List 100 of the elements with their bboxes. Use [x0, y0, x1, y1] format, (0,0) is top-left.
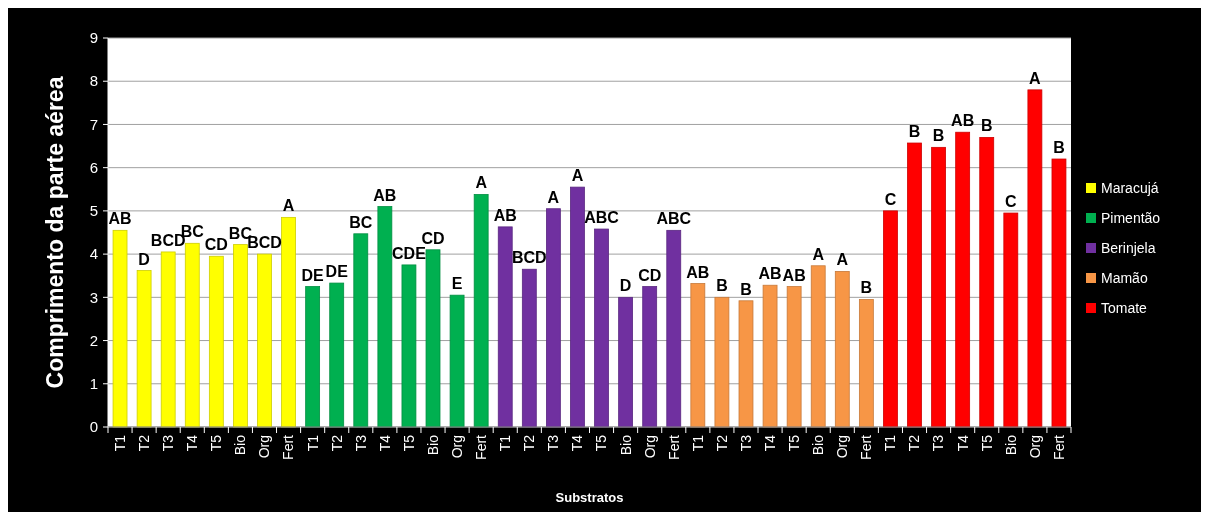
bar	[834, 271, 850, 428]
x-tick-label: T4	[761, 434, 778, 452]
data-label: CD	[421, 229, 445, 247]
bar	[377, 206, 393, 428]
y-axis-title: Comprimento da parte aérea	[42, 76, 68, 389]
data-label: B	[716, 277, 728, 295]
x-tick-label: T3	[545, 434, 562, 452]
y-tick-label: 4	[89, 245, 98, 263]
bar	[618, 296, 633, 428]
data-label: AB	[493, 206, 517, 224]
x-tick-label: Org	[1026, 435, 1043, 459]
x-tick-label: T5	[786, 434, 803, 452]
x-tick-label: T4	[569, 434, 586, 452]
bar	[425, 249, 441, 428]
bar	[497, 226, 513, 428]
x-tick-label: T4	[184, 434, 201, 452]
bar	[931, 146, 946, 428]
bar	[353, 233, 369, 428]
data-label: AB	[373, 186, 397, 204]
data-label: B	[980, 117, 993, 135]
bar	[762, 284, 778, 428]
bar	[401, 264, 417, 428]
x-tick-label: T1	[111, 434, 128, 452]
data-label: C	[884, 190, 897, 208]
bar	[184, 242, 200, 428]
x-tick-label: Bio	[617, 434, 634, 456]
data-label: DE	[325, 263, 349, 281]
y-tick-label: 2	[89, 331, 98, 349]
bar	[233, 244, 248, 428]
bar	[521, 268, 537, 428]
x-tick-label: T2	[906, 434, 923, 452]
data-label: CD	[204, 236, 228, 254]
data-label: B	[740, 280, 752, 298]
data-label: B	[932, 127, 945, 145]
x-tick-label: T1	[882, 434, 899, 452]
x-tick-label: Fert	[280, 434, 297, 460]
data-label: CDE	[392, 244, 427, 262]
bar	[449, 294, 465, 428]
data-label: CD	[638, 266, 662, 284]
data-label: BC	[349, 213, 373, 231]
x-tick-label: Bio	[232, 434, 249, 456]
x-tick-label: Fert	[858, 434, 875, 460]
x-tick-label: Bio	[810, 434, 827, 456]
bar	[1027, 89, 1043, 428]
legend-label: Tomate	[1101, 299, 1148, 316]
x-axis-title: Substratos	[555, 490, 624, 505]
bar	[810, 265, 826, 428]
x-tick-label: T2	[328, 434, 345, 452]
x-tick-label: T4	[376, 434, 393, 452]
x-tick-label: T2	[521, 434, 538, 452]
data-label: A	[812, 245, 825, 263]
y-tick-label: 3	[89, 288, 98, 306]
y-tick-label: 5	[89, 202, 98, 220]
data-label: A	[1029, 69, 1042, 87]
bar	[473, 194, 489, 428]
x-tick-label: Fert	[473, 434, 490, 460]
x-tick-label: Fert	[1050, 434, 1067, 460]
x-tick-label: Org	[834, 435, 851, 459]
data-label: AB	[782, 266, 806, 284]
legend-label: Mamão	[1101, 269, 1148, 286]
data-label: DE	[301, 266, 325, 284]
bar	[546, 208, 561, 428]
data-label: AB	[108, 210, 132, 228]
data-label: A	[571, 167, 584, 185]
data-label: C	[1005, 193, 1018, 211]
x-tick-label: T2	[713, 434, 730, 452]
y-tick-label: 0	[89, 418, 98, 436]
y-tick-label: 6	[89, 158, 98, 176]
bar	[955, 131, 971, 428]
data-label: A	[836, 251, 849, 269]
x-tick-label: T5	[593, 434, 610, 452]
data-label: ABC	[656, 210, 692, 228]
data-label: AB	[686, 263, 710, 281]
bar	[642, 286, 658, 428]
x-tick-label: T3	[737, 434, 754, 452]
x-tick-label: T1	[304, 434, 321, 452]
bar	[160, 251, 176, 428]
x-tick-label: Org	[448, 435, 465, 459]
bar	[594, 228, 609, 428]
bar	[979, 137, 995, 428]
data-label: B	[908, 123, 921, 141]
x-tick-label: T3	[930, 434, 947, 452]
data-label: A	[475, 174, 488, 192]
x-tick-label: T5	[208, 434, 225, 452]
data-label: A	[547, 188, 560, 206]
data-label: B	[860, 279, 873, 297]
bar	[112, 229, 128, 428]
y-tick-label: 7	[89, 115, 98, 133]
bar	[329, 282, 345, 428]
x-tick-label: Fert	[665, 434, 682, 460]
bar	[1003, 212, 1019, 428]
y-tick-label: 1	[89, 375, 98, 393]
bar	[738, 300, 754, 428]
bar	[257, 253, 272, 428]
x-tick-label: T1	[497, 434, 514, 452]
bar	[208, 255, 224, 428]
data-label: B	[1053, 139, 1065, 157]
bar	[714, 296, 730, 428]
bar	[883, 210, 898, 428]
bar	[305, 286, 321, 428]
